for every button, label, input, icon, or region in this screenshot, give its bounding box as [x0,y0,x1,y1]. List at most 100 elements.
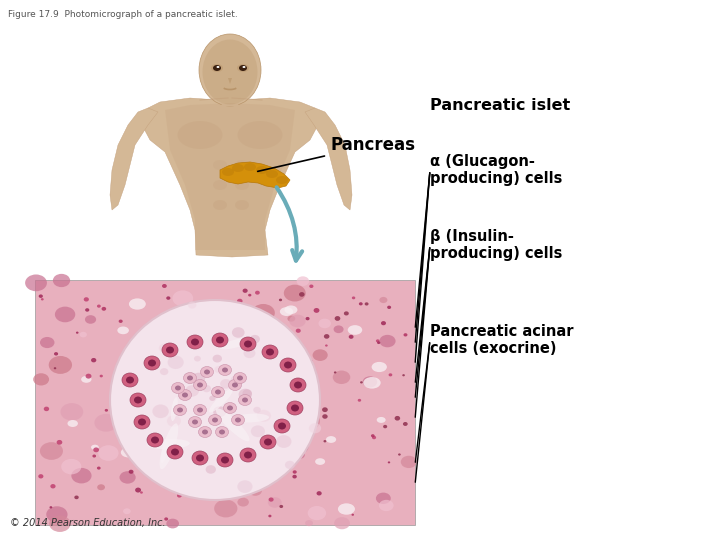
Text: Figure 17.9  Photomicrograph of a pancreatic islet.: Figure 17.9 Photomicrograph of a pancrea… [8,10,238,19]
Polygon shape [220,162,290,188]
Ellipse shape [297,276,309,286]
Ellipse shape [125,382,139,391]
Ellipse shape [279,505,283,508]
Ellipse shape [269,497,274,502]
Ellipse shape [230,375,243,386]
Ellipse shape [278,422,286,429]
Ellipse shape [363,376,377,388]
Ellipse shape [91,444,99,450]
Ellipse shape [379,297,387,303]
Ellipse shape [231,333,233,335]
Ellipse shape [395,416,400,421]
Ellipse shape [237,299,243,303]
Ellipse shape [381,321,386,325]
Ellipse shape [197,408,203,413]
Ellipse shape [269,515,271,517]
Polygon shape [305,108,352,210]
Ellipse shape [250,335,260,343]
Ellipse shape [176,313,193,326]
Ellipse shape [218,364,232,375]
Ellipse shape [213,406,226,417]
Ellipse shape [175,386,181,390]
Ellipse shape [98,445,119,461]
Ellipse shape [333,370,351,384]
Ellipse shape [376,492,391,504]
Ellipse shape [372,362,387,372]
Ellipse shape [276,176,288,184]
Ellipse shape [139,425,142,428]
Ellipse shape [184,373,197,383]
Ellipse shape [289,315,306,327]
Ellipse shape [213,160,227,170]
Ellipse shape [151,436,159,443]
Ellipse shape [307,361,310,363]
Ellipse shape [235,160,249,170]
Ellipse shape [248,485,262,496]
Ellipse shape [184,368,189,372]
Ellipse shape [280,358,296,372]
Ellipse shape [266,170,278,178]
Ellipse shape [164,517,168,521]
Ellipse shape [232,415,245,426]
Ellipse shape [334,517,350,529]
Ellipse shape [403,333,408,336]
Ellipse shape [238,498,249,507]
Ellipse shape [55,307,76,322]
Ellipse shape [243,389,252,397]
Ellipse shape [163,336,167,340]
Ellipse shape [237,375,243,381]
Ellipse shape [212,355,222,362]
Ellipse shape [41,298,44,300]
Ellipse shape [192,373,205,384]
Ellipse shape [265,420,284,434]
Ellipse shape [225,314,231,319]
Ellipse shape [85,308,89,312]
Ellipse shape [181,461,193,471]
Ellipse shape [213,180,227,190]
Ellipse shape [39,294,43,298]
Ellipse shape [387,306,391,309]
Ellipse shape [192,420,198,424]
Ellipse shape [160,368,168,375]
Ellipse shape [182,393,188,397]
Ellipse shape [194,430,199,435]
Ellipse shape [50,484,55,489]
Ellipse shape [50,506,53,509]
Ellipse shape [244,163,256,171]
Ellipse shape [94,414,117,431]
Ellipse shape [166,427,170,429]
Ellipse shape [237,64,249,72]
Ellipse shape [130,424,133,427]
Ellipse shape [299,292,305,296]
Ellipse shape [179,389,192,401]
Ellipse shape [266,400,271,404]
Ellipse shape [237,386,240,389]
Ellipse shape [287,315,295,322]
Ellipse shape [279,429,289,437]
Ellipse shape [166,518,179,529]
Ellipse shape [215,427,228,437]
Ellipse shape [280,338,285,342]
Ellipse shape [170,320,190,335]
Ellipse shape [71,468,91,483]
Ellipse shape [150,417,162,424]
Ellipse shape [178,121,222,149]
Ellipse shape [291,404,299,411]
Ellipse shape [148,359,156,365]
Ellipse shape [40,337,55,348]
Ellipse shape [244,451,252,458]
Polygon shape [165,103,295,250]
Ellipse shape [199,427,212,437]
Ellipse shape [140,491,143,494]
Ellipse shape [376,339,379,342]
Ellipse shape [228,380,241,390]
Text: © 2014 Pearson Education, Inc.: © 2014 Pearson Education, Inc. [10,518,166,528]
Ellipse shape [129,299,146,309]
Ellipse shape [60,403,84,421]
Ellipse shape [147,433,163,447]
Ellipse shape [81,376,91,383]
Ellipse shape [137,391,142,395]
Text: α (Glucagon-
producing) cells: α (Glucagon- producing) cells [430,154,562,186]
Text: β (Insulin-
producing) cells: β (Insulin- producing) cells [430,229,562,261]
Ellipse shape [314,308,320,313]
